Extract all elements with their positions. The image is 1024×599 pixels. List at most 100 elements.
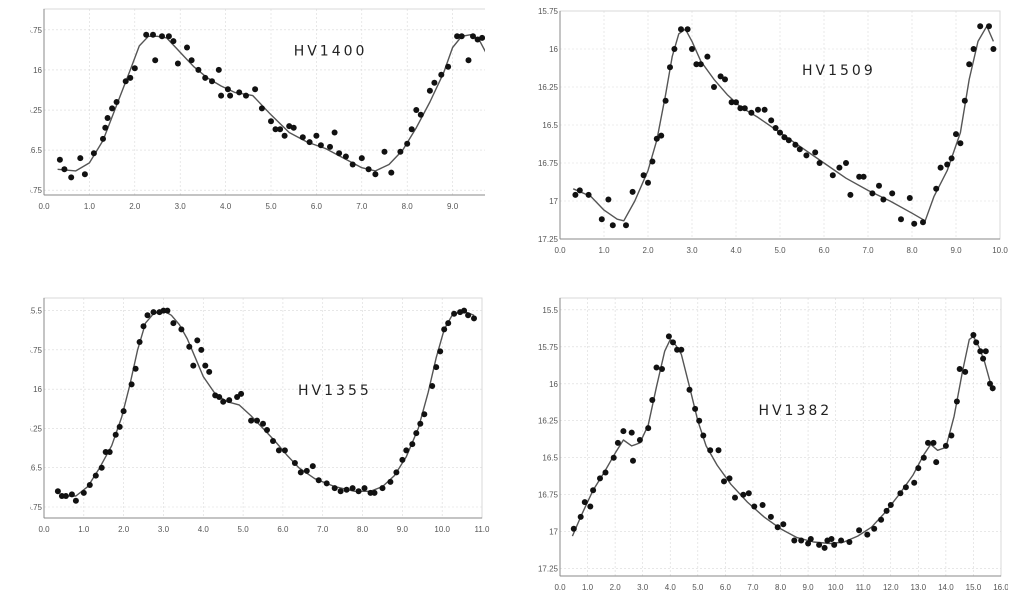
data-point [159,33,165,40]
x-tick-label: 13.0 [911,583,927,592]
y-tick-label: 16 [549,45,558,54]
y-tick-label: 16 [549,380,558,389]
data-point [136,339,143,345]
data-point [942,442,949,449]
data-point [887,502,894,508]
data-point [953,131,959,138]
x-tick-label: 8.0 [357,525,369,534]
data-point [602,469,609,476]
data-point [404,140,411,147]
plot-frame [43,297,483,519]
data-point [570,525,577,532]
y-tick-label: 15.5 [542,306,558,315]
data-point [474,36,481,43]
x-tick-label: 4.0 [198,525,210,534]
x-tick-label: 1.0 [598,246,610,255]
data-point [186,343,193,350]
data-point [144,312,151,319]
data-point [303,467,310,474]
data-point [737,105,744,112]
data-point [745,490,752,497]
star-label: HV1355 [298,383,372,399]
data-point [970,332,977,338]
data-point [598,216,605,223]
data-point [224,86,231,93]
data-point [113,99,120,105]
y-tick-label: 15.5 [30,307,43,316]
data-point [188,57,195,64]
data-point [970,46,977,52]
y-tick-label: 16.5 [30,146,43,155]
data-point [869,190,876,197]
data-point [630,457,636,464]
y-tick-label: 17 [549,197,558,206]
data-point [920,454,927,461]
data-point [803,152,810,159]
data-point [243,92,249,99]
data-point [275,447,282,454]
data-point [836,164,843,171]
data-point [878,516,885,523]
data-point [417,111,424,118]
data-point [393,469,400,476]
data-point [846,539,853,545]
data-point [236,89,243,96]
data-point [785,137,792,144]
data-point [911,220,918,227]
data-point [883,507,890,514]
data-point [605,196,612,203]
data-point [898,216,904,223]
data-point [98,464,105,471]
data-point [299,134,306,141]
y-tick-label: 16.25 [30,106,43,115]
data-point [930,439,937,446]
x-tick-label: 9.0 [950,246,962,255]
chart-panel-hv1400: 0.0 1.0 2.0 3.0 4.0 5.0 6.0 7.0 8.0 9.0 15.75 16 16.… [30,5,485,220]
x-tick-label: 7.0 [317,525,329,534]
data-point [953,398,960,405]
data-point [202,362,209,369]
data-point [202,74,209,81]
data-point [721,478,727,485]
x-tick-label: 3.0 [175,202,187,211]
data-point [68,174,75,181]
data-point [704,53,711,60]
y-tick-label: 16.75 [30,186,43,195]
data-point [361,485,368,492]
data-point [740,491,747,498]
data-point [670,339,676,346]
x-tick-label: 6.0 [818,246,830,255]
data-point [791,537,798,544]
chart-svg-hv1509: 0.0 1.0 2.0 3.0 4.0 5.0 6.0 7.0 8.0 9.0 10.0 15.75 1… [538,7,1008,255]
chart-svg-hv1355: 0.0 1.0 2.0 3.0 4.0 5.0 6.0 7.0 8.0 9.0 10.0 11.0 15… [30,297,490,534]
data-point [671,46,678,52]
data-point [751,503,758,510]
data-point [216,394,223,400]
data-point [864,531,871,538]
data-point [774,524,781,531]
data-point [62,493,69,499]
data-point [413,430,420,437]
y-tick-label: 16.25 [538,83,559,92]
x-tick-label: 5.0 [692,583,704,592]
data-point [674,346,681,353]
data-point [431,79,438,86]
data-point [381,148,388,155]
data-point [343,486,350,493]
data-point [759,502,766,508]
data-point [792,141,799,148]
data-point [397,148,404,155]
data-point [925,439,931,446]
y-tick-label: 17.25 [538,235,559,244]
data-point [609,222,616,229]
data-point [748,109,755,116]
data-point [614,439,621,446]
data-point [911,479,918,486]
data-point [272,126,279,133]
data-point [915,465,922,472]
star-label: HV1382 [758,403,832,419]
x-tick-label: 16.0 [993,583,1008,592]
x-tick-label: 0.0 [554,246,566,255]
y-tick-label: 16.5 [30,464,43,473]
data-point [313,132,320,139]
